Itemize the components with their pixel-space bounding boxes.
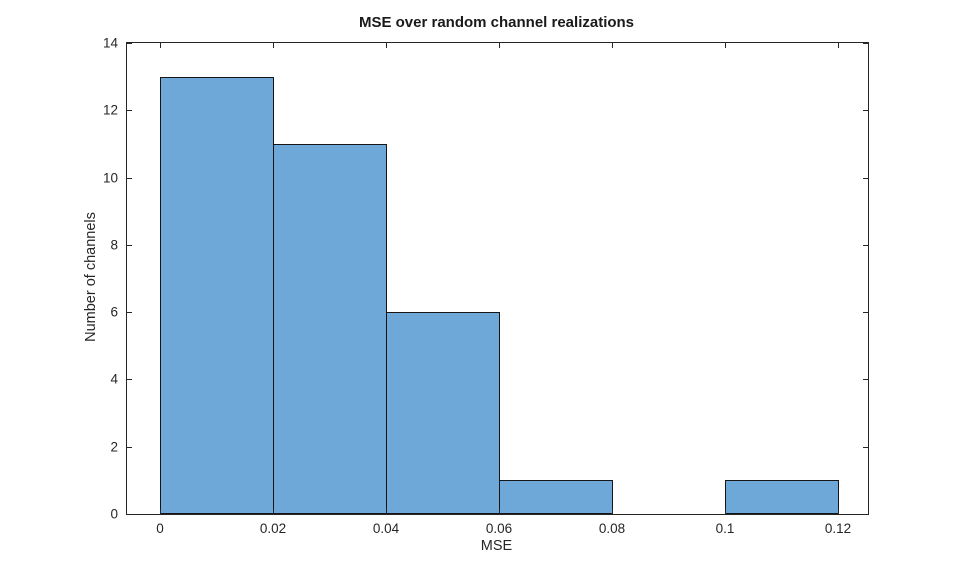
axis-tick-mark xyxy=(273,509,274,514)
axis-tick-mark xyxy=(838,509,840,514)
y-tick-label: 6 xyxy=(110,304,118,320)
axis-tick-mark xyxy=(386,43,388,48)
axis-tick-mark xyxy=(863,177,868,179)
axis-tick-mark xyxy=(863,312,868,314)
axis-tick-mark xyxy=(127,312,132,314)
axis-tick-mark xyxy=(127,514,132,515)
x-tick-label: 0.12 xyxy=(824,521,852,536)
axis-tick-mark xyxy=(863,514,868,515)
axis-tick-mark xyxy=(725,509,727,514)
axis-tick-mark xyxy=(127,244,132,246)
x-axis-label: MSE xyxy=(480,538,513,554)
axis-tick-mark xyxy=(499,43,501,48)
axis-tick-mark xyxy=(159,509,161,514)
axis-tick-mark xyxy=(863,446,868,448)
axis-tick-mark xyxy=(863,244,868,246)
histogram-bar xyxy=(273,143,387,514)
chart-title: MSE over random channel realizations xyxy=(358,14,635,31)
axis-tick-mark xyxy=(863,379,868,381)
axis-tick-mark xyxy=(273,43,274,48)
x-tick-label: 0.04 xyxy=(372,521,400,536)
axis-tick-mark xyxy=(612,509,614,514)
axis-tick-mark xyxy=(499,509,501,514)
histogram-bar xyxy=(159,76,274,514)
x-tick-label: 0.06 xyxy=(485,521,513,536)
x-tick-label: 0.1 xyxy=(715,521,735,536)
axis-tick-mark xyxy=(725,43,727,48)
axis-tick-mark xyxy=(127,177,132,179)
axis-tick-mark xyxy=(127,43,132,44)
y-tick-label: 0 xyxy=(110,506,118,522)
axis-tick-mark xyxy=(127,446,132,448)
histogram-bar xyxy=(499,480,614,514)
axis-tick-mark xyxy=(612,43,614,48)
x-tick-label: 0 xyxy=(156,521,164,536)
axis-tick-mark xyxy=(838,43,840,48)
x-tick-label: 0.08 xyxy=(598,521,626,536)
axis-tick-mark xyxy=(127,379,132,381)
y-tick-label: 10 xyxy=(102,170,118,186)
y-tick-label: 14 xyxy=(102,35,118,51)
y-axis-label: Number of channels xyxy=(83,212,99,342)
y-tick-label: 2 xyxy=(110,439,118,455)
y-tick-label: 12 xyxy=(102,102,118,118)
histogram-plot-area: 0 0.02 0.04 0.06 0.08 0.1 0.12 0 2 4 6 8 10 12 14 xyxy=(103,36,869,536)
y-tick-label: 8 xyxy=(110,237,118,253)
axis-tick-mark xyxy=(386,509,388,514)
x-tick-label: 0.02 xyxy=(259,521,287,536)
axis-tick-mark xyxy=(159,43,161,48)
histogram-bar xyxy=(386,312,501,514)
axis-tick-mark xyxy=(127,110,132,112)
histogram-bar xyxy=(725,480,840,514)
y-tick-label: 4 xyxy=(110,371,118,387)
axis-tick-mark xyxy=(863,110,868,112)
axis-tick-mark xyxy=(863,43,868,44)
